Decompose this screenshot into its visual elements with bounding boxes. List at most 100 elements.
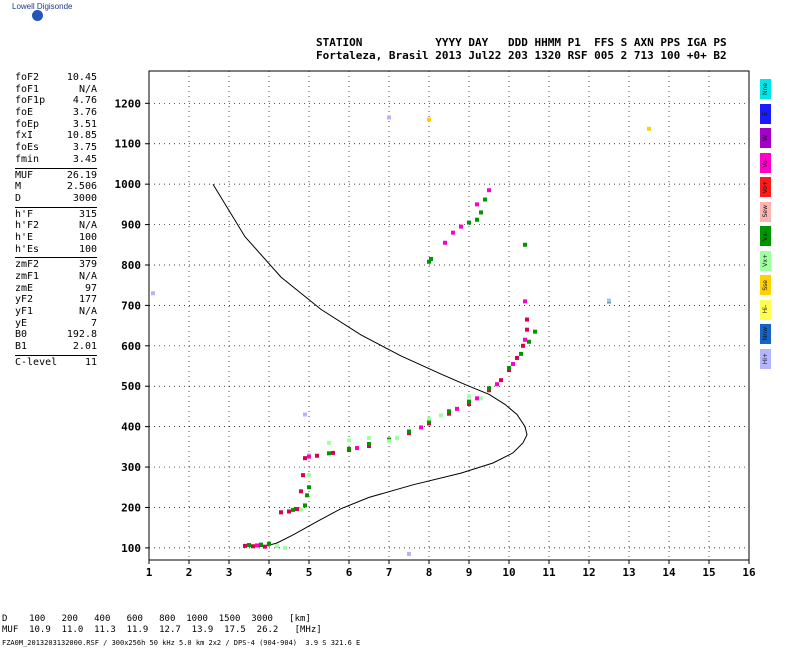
echo-point — [243, 543, 247, 548]
param-separator — [15, 257, 97, 259]
muf-row: MUF 10.9 11.0 11.3 11.9 12.7 13.9 17.5 2… — [2, 625, 322, 635]
echo-point — [479, 396, 483, 401]
x-tick-label: 8 — [426, 566, 433, 579]
x-tick-label: 6 — [346, 566, 353, 579]
y-tick-label: 200 — [121, 501, 141, 514]
legend-item: Vo+ — [760, 177, 771, 197]
echo-point — [315, 453, 319, 458]
param-value: 7 — [90, 317, 97, 329]
y-tick-label: 600 — [121, 340, 141, 353]
echo-point — [511, 361, 515, 366]
param-value: 3.51 — [72, 118, 97, 130]
y-tick-label: 800 — [121, 259, 141, 272]
echo-point — [251, 544, 255, 549]
echo-point — [305, 493, 309, 498]
param-name: foE — [15, 107, 34, 119]
param-name: D — [15, 192, 22, 204]
param-value: 177 — [78, 294, 97, 306]
legend-item: Vx- — [760, 226, 771, 246]
echo-point — [507, 366, 511, 371]
echo-point — [303, 503, 307, 508]
param-name: foF1p — [15, 95, 46, 107]
x-tick-label: 15 — [702, 566, 715, 579]
param-row: foF1p 4.76 — [15, 95, 97, 107]
y-tick-label: 900 — [121, 219, 141, 232]
param-name: yF1 — [15, 306, 34, 318]
param-name: yF2 — [15, 294, 34, 306]
echo-point — [475, 202, 479, 207]
param-value: N/A — [78, 271, 97, 282]
echo-point — [647, 126, 651, 131]
x-tick-label: 13 — [622, 566, 635, 579]
param-row: h'F 315 — [15, 209, 97, 221]
param-name: foEp — [15, 118, 40, 130]
param-name: MUF — [15, 169, 34, 181]
param-value: 10.45 — [66, 72, 97, 83]
param-name: zmF2 — [15, 259, 40, 271]
echo-point — [523, 337, 527, 342]
echo-point — [301, 473, 305, 478]
echo-point — [267, 541, 271, 546]
echo-point — [347, 438, 351, 443]
legend-label: Sew — [762, 205, 769, 218]
echo-point — [355, 446, 359, 451]
legend-item: Vo- — [760, 152, 771, 173]
y-tick-label: 1000 — [115, 178, 142, 191]
param-row: yF2 177 — [15, 294, 97, 306]
legend-label: Hi+ — [762, 352, 769, 365]
x-tick-label: 4 — [266, 566, 273, 579]
param-row: D 3000 — [15, 193, 97, 205]
globe-icon — [32, 10, 44, 21]
echo-point — [427, 419, 431, 424]
echo-point — [291, 507, 295, 512]
param-row: zmF1 N/A — [15, 271, 97, 283]
param-row: yF1 N/A — [15, 306, 97, 318]
echo-point — [525, 327, 529, 332]
param-name: yE — [15, 317, 28, 329]
param-row: h'F2 N/A — [15, 220, 97, 232]
echo-point — [247, 543, 251, 548]
param-value: 11 — [84, 356, 97, 368]
echo-point — [479, 210, 483, 215]
echo-point — [387, 115, 391, 120]
echo-point — [255, 543, 259, 548]
echo-point — [299, 489, 303, 494]
plot-frame — [148, 70, 750, 561]
x-tick-label: 5 — [306, 566, 313, 579]
legend-label: Sse — [762, 279, 769, 291]
parameter-panel: foF2 10.45 foF1 N/A foF1p 4.76 foE 3.76 foEp 3.51… — [15, 72, 97, 369]
param-value: N/A — [78, 83, 97, 95]
echo-point — [283, 545, 287, 550]
x-tick-label: 16 — [742, 566, 756, 579]
y-tick-label: 100 — [121, 542, 141, 555]
echo-point — [407, 551, 411, 556]
echo-point — [495, 382, 499, 387]
param-row: B0 192.8 — [15, 329, 97, 341]
param-value: 97 — [84, 282, 97, 294]
legend-label: Hi- — [762, 305, 769, 314]
param-row: zmE 97 — [15, 283, 97, 295]
param-name: zmF1 — [15, 271, 40, 282]
param-value: N/A — [78, 306, 97, 318]
x-tick-label: 7 — [386, 566, 393, 579]
profile-line — [212, 183, 528, 548]
param-name: foEs — [15, 142, 40, 154]
echo-point — [487, 188, 491, 193]
echo-point — [327, 440, 331, 445]
echo-point — [447, 411, 451, 416]
param-row: MUF 26.19 — [15, 170, 97, 182]
param-row: foEs 3.75 — [15, 142, 97, 154]
echo-point — [467, 399, 471, 404]
echo-point — [263, 544, 267, 549]
legend-item: Sew — [760, 201, 771, 222]
echo-point — [475, 217, 479, 222]
echo-point — [523, 299, 527, 304]
echo-point — [467, 394, 471, 399]
echo-point — [387, 439, 391, 444]
echo-point — [455, 406, 459, 411]
echo-point — [459, 224, 463, 229]
param-row: h'E 100 — [15, 232, 97, 244]
param-name: h'E — [15, 231, 34, 243]
header-labels: STATION YYYY DAY DDD HHMM P1 FFS S AXN P… — [316, 36, 727, 49]
